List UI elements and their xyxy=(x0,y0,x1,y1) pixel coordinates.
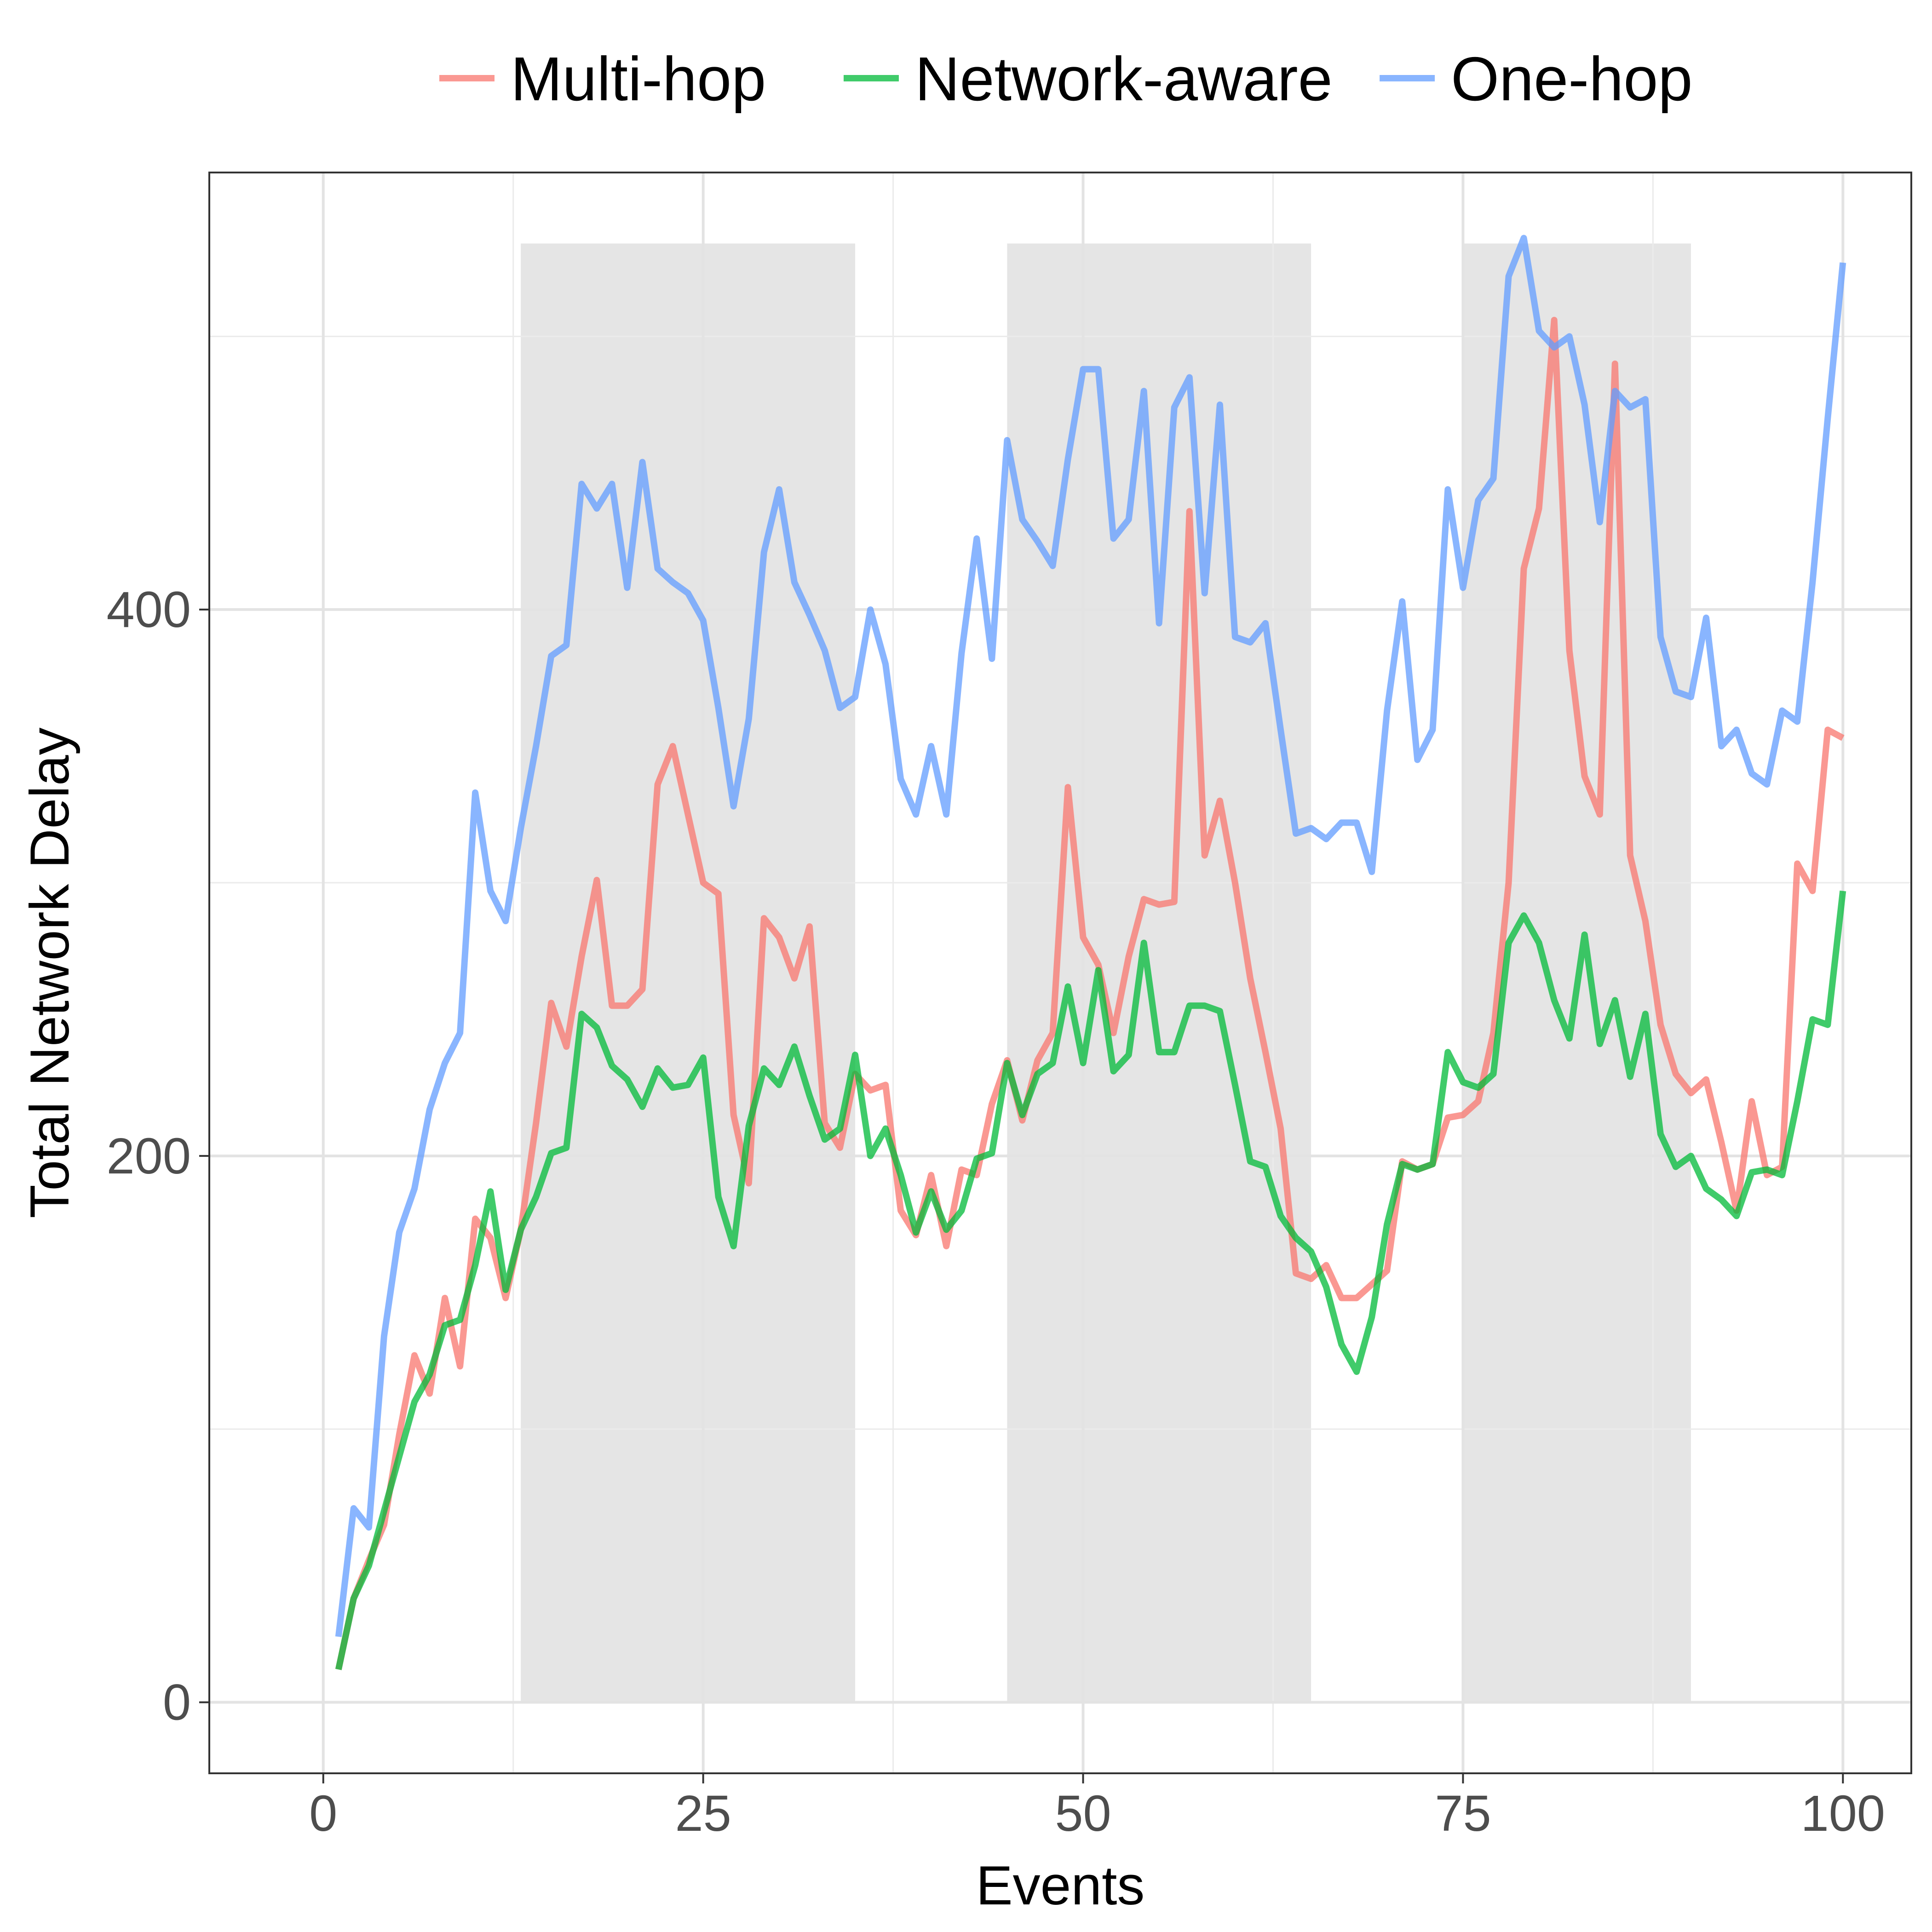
legend-label: One-hop xyxy=(1451,44,1692,114)
legend: Multi-hop Network-aware One-hop xyxy=(439,44,1693,114)
x-axis-title: Events xyxy=(976,1855,1145,1916)
y-axis: 0 200 400 xyxy=(106,581,209,1731)
shaded-region-1 xyxy=(521,243,856,1702)
x-axis: 0 25 50 75 100 xyxy=(309,1773,1885,1842)
x-tick-label: 75 xyxy=(1435,1785,1491,1842)
series-line-network-aware xyxy=(335,891,1846,1670)
x-tick-label: 0 xyxy=(309,1785,337,1842)
x-tick-label: 50 xyxy=(1055,1785,1111,1842)
plot-area xyxy=(208,172,1912,1774)
legend-label: Network-aware xyxy=(915,44,1333,114)
panel-border xyxy=(208,172,1912,1774)
y-tick-label: 400 xyxy=(106,581,191,638)
x-tick-label: 25 xyxy=(675,1785,731,1842)
panel-background xyxy=(209,172,1911,1773)
y-tick-label: 200 xyxy=(106,1128,191,1184)
y-axis-title: Total Network Delay xyxy=(19,727,80,1218)
series-line-one-hop xyxy=(335,235,1846,1637)
series-lines xyxy=(335,235,1846,1670)
legend-label: Multi-hop xyxy=(511,44,766,114)
gridlines xyxy=(209,172,1911,1773)
series-line-multi-hop xyxy=(335,316,1845,1670)
shaded-region-2 xyxy=(1007,243,1311,1702)
y-tick-label: 0 xyxy=(163,1674,191,1731)
x-tick-label: 100 xyxy=(1801,1785,1886,1842)
